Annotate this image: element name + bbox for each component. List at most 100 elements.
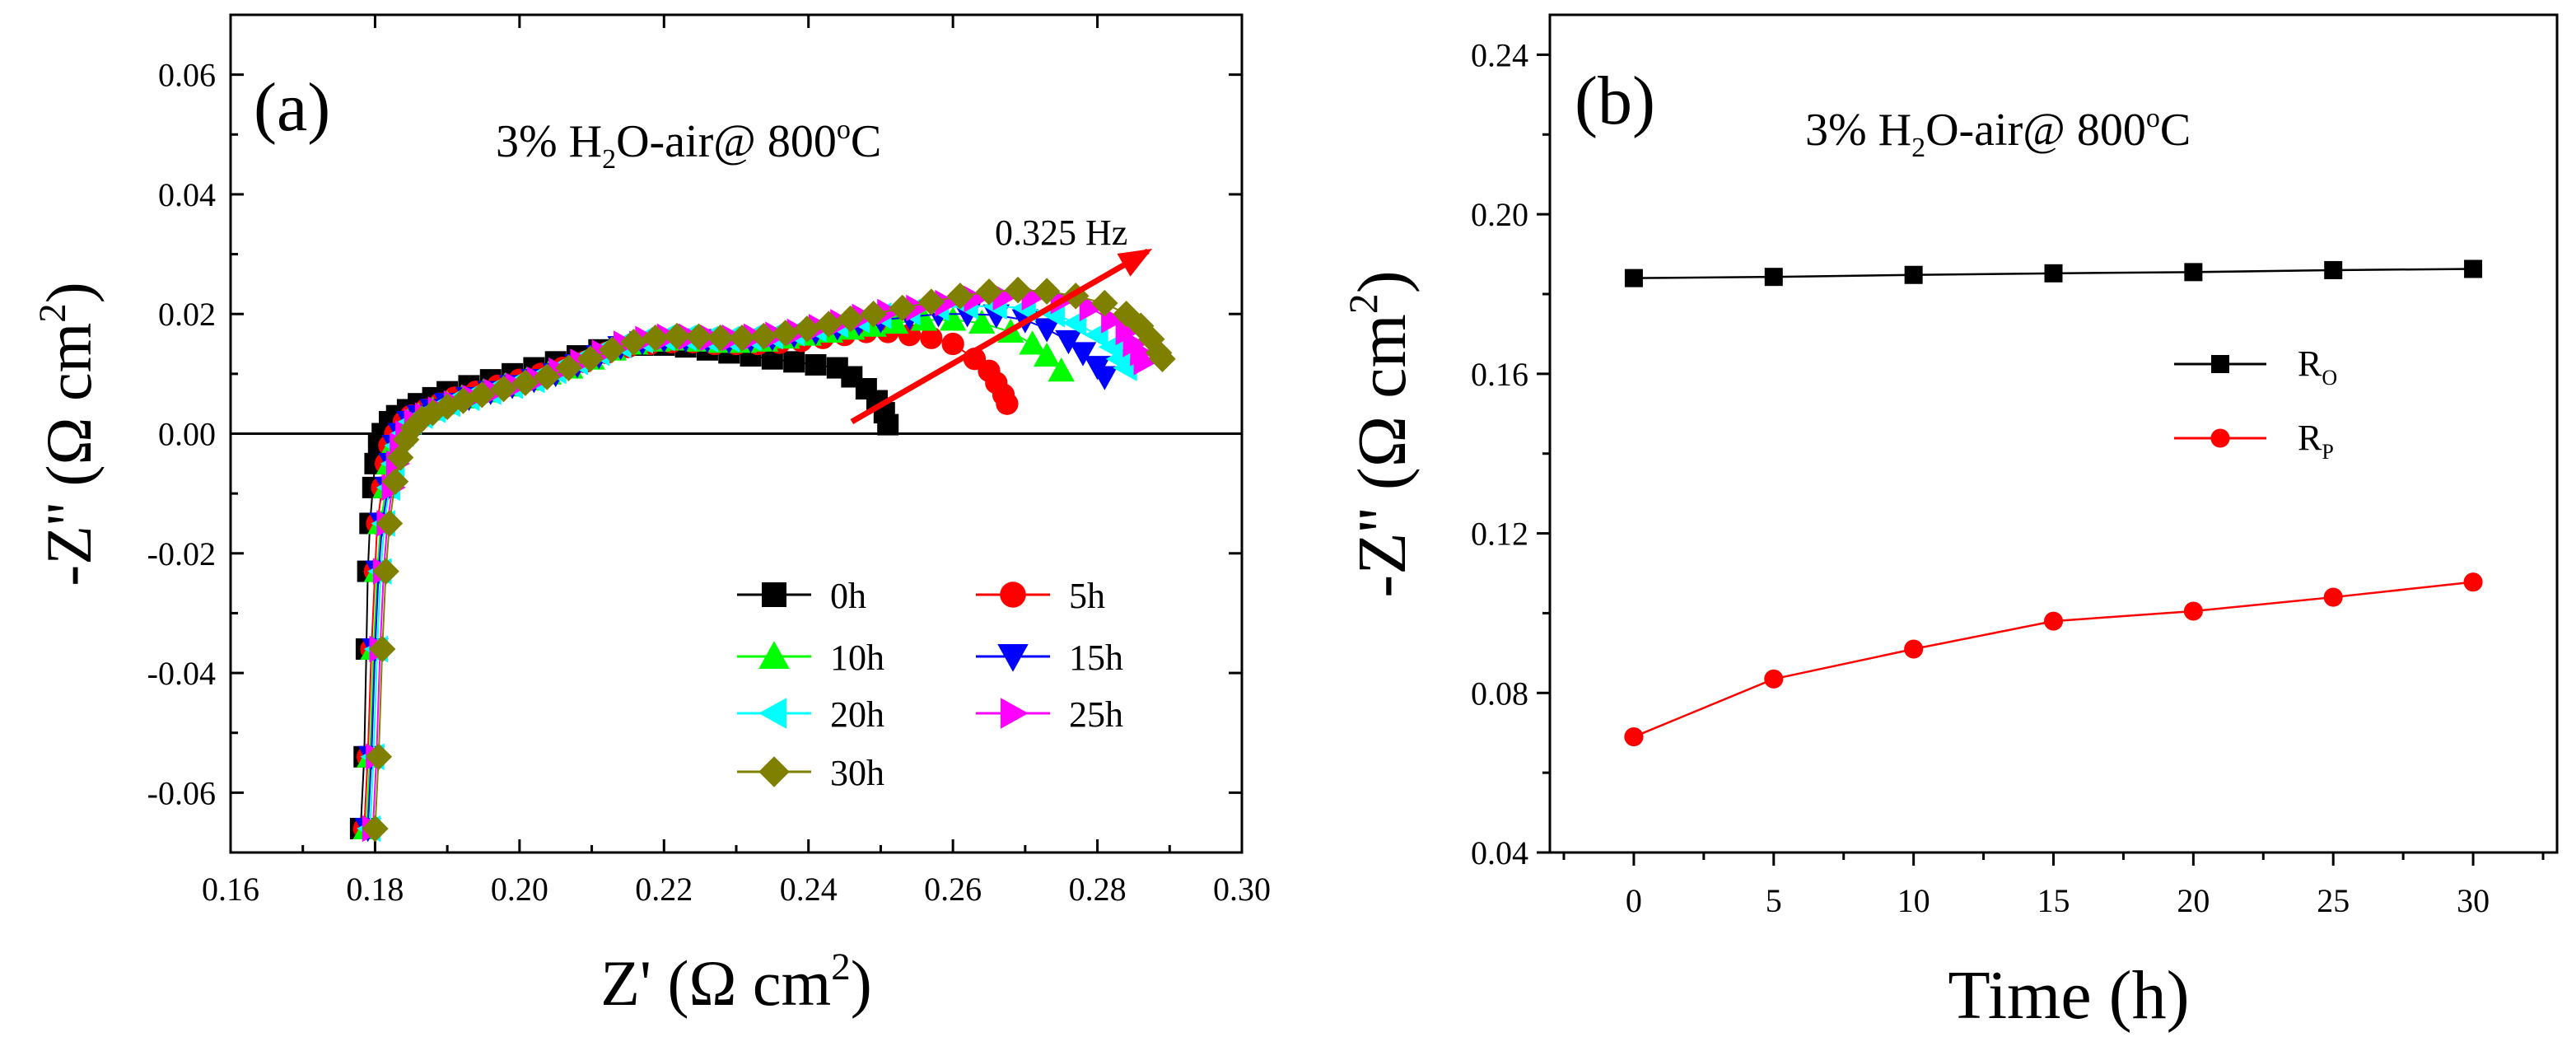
data-point-30h [468, 381, 496, 409]
data-point-25h [1133, 348, 1158, 376]
x-tick-label-a: 0.26 [924, 871, 982, 908]
data-point-30h [511, 369, 539, 397]
x-tick-label-b: 25 [2317, 882, 2350, 919]
x-tick-label-a: 0.20 [491, 871, 548, 908]
panel-label-a: (a) [254, 69, 330, 146]
data-point-RO [1764, 268, 1783, 287]
data-point-5h [996, 392, 1019, 415]
data-point-RO [2324, 260, 2343, 279]
legend-marker-RP [2210, 428, 2230, 448]
data-point-30h [917, 288, 945, 315]
data-point-30h [815, 311, 842, 338]
data-point-RP [2463, 572, 2483, 592]
x-tick-label-a: 0.16 [202, 871, 259, 908]
legend-item-25h: 25h [976, 694, 1123, 735]
y-tick-label-b: 0.04 [1471, 834, 1528, 871]
legend-marker-15h [997, 644, 1029, 672]
data-point-30h [1091, 289, 1118, 317]
data-point-30h [381, 468, 409, 495]
x-tick-label-a: 0.22 [635, 871, 693, 908]
x-tick-label-b: 5 [1766, 882, 1782, 919]
data-point-30h [860, 300, 887, 328]
data-point-15h [1091, 366, 1118, 390]
data-point-30h [772, 320, 799, 347]
data-point-30h [598, 336, 626, 364]
series-RP [1624, 572, 2483, 747]
data-point-30h [946, 283, 974, 310]
data-point-15h [1069, 342, 1097, 367]
data-point-30h [642, 325, 670, 352]
legend-item-15h: 15h [976, 638, 1123, 678]
data-point-30h [685, 323, 712, 351]
data-point-30h [1033, 278, 1061, 305]
legend-marker-RO [2211, 355, 2229, 373]
series-RO [1624, 259, 2483, 287]
data-point-RP [1904, 639, 1924, 659]
data-point-30h [368, 635, 396, 663]
data-point-30h [533, 363, 561, 390]
data-point-RO [2044, 264, 2063, 283]
data-point-25h [1079, 294, 1104, 322]
x-tick-label-b: 30 [2457, 882, 2490, 919]
x-tick-label-b: 20 [2177, 882, 2210, 919]
data-point-30h [975, 278, 1003, 306]
data-point-0h [783, 351, 805, 373]
data-point-10h [1019, 330, 1046, 355]
legend-item-RP: RP [2174, 418, 2334, 464]
x-axis-label-a: Z' (Ω cm2) [600, 946, 871, 1019]
legend-marker-25h [1001, 698, 1029, 729]
data-point-RO [1904, 265, 1923, 284]
annotation-arrow-head [1117, 248, 1153, 277]
x-tick-label-a: 0.24 [780, 871, 838, 908]
data-point-30h [372, 558, 399, 585]
panel-label-b: (b) [1575, 63, 1655, 139]
y-tick-label-b: 0.12 [1471, 516, 1528, 553]
data-point-30h [490, 375, 517, 403]
chart-title-b: 3% H2O-air@ 800oC [1805, 103, 2191, 163]
y-tick-label-b: 0.20 [1471, 196, 1528, 233]
y-tick-label-a: -0.06 [147, 774, 216, 811]
data-point-10h [910, 306, 938, 331]
y-axis-label-b: -Z'' (Ω cm2) [1340, 270, 1421, 598]
data-point-25h [1115, 318, 1140, 346]
legend-label-10h: 10h [830, 638, 884, 678]
data-point-10h [1048, 357, 1075, 382]
data-point-RO [1624, 269, 1643, 287]
data-point-RP [1624, 727, 1644, 747]
y-tick-label-b: 0.08 [1471, 675, 1528, 712]
y-axis-label-a: -Z'' (Ω cm2) [31, 282, 105, 586]
data-point-5h [941, 332, 964, 356]
legend-marker-0h [762, 582, 786, 607]
legend-label-15h: 15h [1069, 638, 1123, 678]
data-point-30h [555, 354, 582, 381]
chart-title-a: 3% H2O-air@ 800oC [496, 114, 881, 175]
y-tick-label-b: 0.24 [1471, 36, 1528, 73]
legend-marker-30h [758, 756, 790, 787]
y-tick-label-a: -0.02 [147, 535, 216, 572]
legend-item-5h: 5h [976, 576, 1105, 616]
x-tick-label-a: 0.18 [346, 871, 404, 908]
annotation-text: 0.325 Hz [995, 213, 1127, 253]
data-point-30h [889, 294, 916, 322]
data-point-10h [968, 309, 996, 334]
data-point-RO [2464, 259, 2483, 278]
legend-label-30h: 30h [830, 753, 884, 793]
data-point-15h [1055, 329, 1082, 355]
panel-a: 0.16 0.18 0.20 0.22 0.24 0.26 0.28 0.30 -0.06 -0.… [31, 13, 1271, 1019]
x-tick-label-b: 15 [2037, 882, 2070, 919]
data-point-30h [750, 322, 777, 350]
data-point-25h [877, 298, 902, 326]
legend-label-0h: 0h [830, 576, 866, 616]
data-point-30h [376, 510, 404, 537]
y-tick-label-a: 0.02 [158, 296, 216, 333]
legend-label-20h: 20h [830, 694, 884, 735]
y-tick-label-a: -0.04 [147, 655, 216, 692]
data-point-15h [1033, 318, 1061, 343]
x-tick-label-a: 0.28 [1069, 871, 1127, 908]
data-point-30h [837, 305, 864, 333]
series-10h [352, 306, 1075, 839]
data-point-5h [920, 326, 943, 349]
y-tick-label-a: 0.00 [158, 416, 216, 453]
y-tick-label-b: 0.16 [1471, 356, 1528, 393]
